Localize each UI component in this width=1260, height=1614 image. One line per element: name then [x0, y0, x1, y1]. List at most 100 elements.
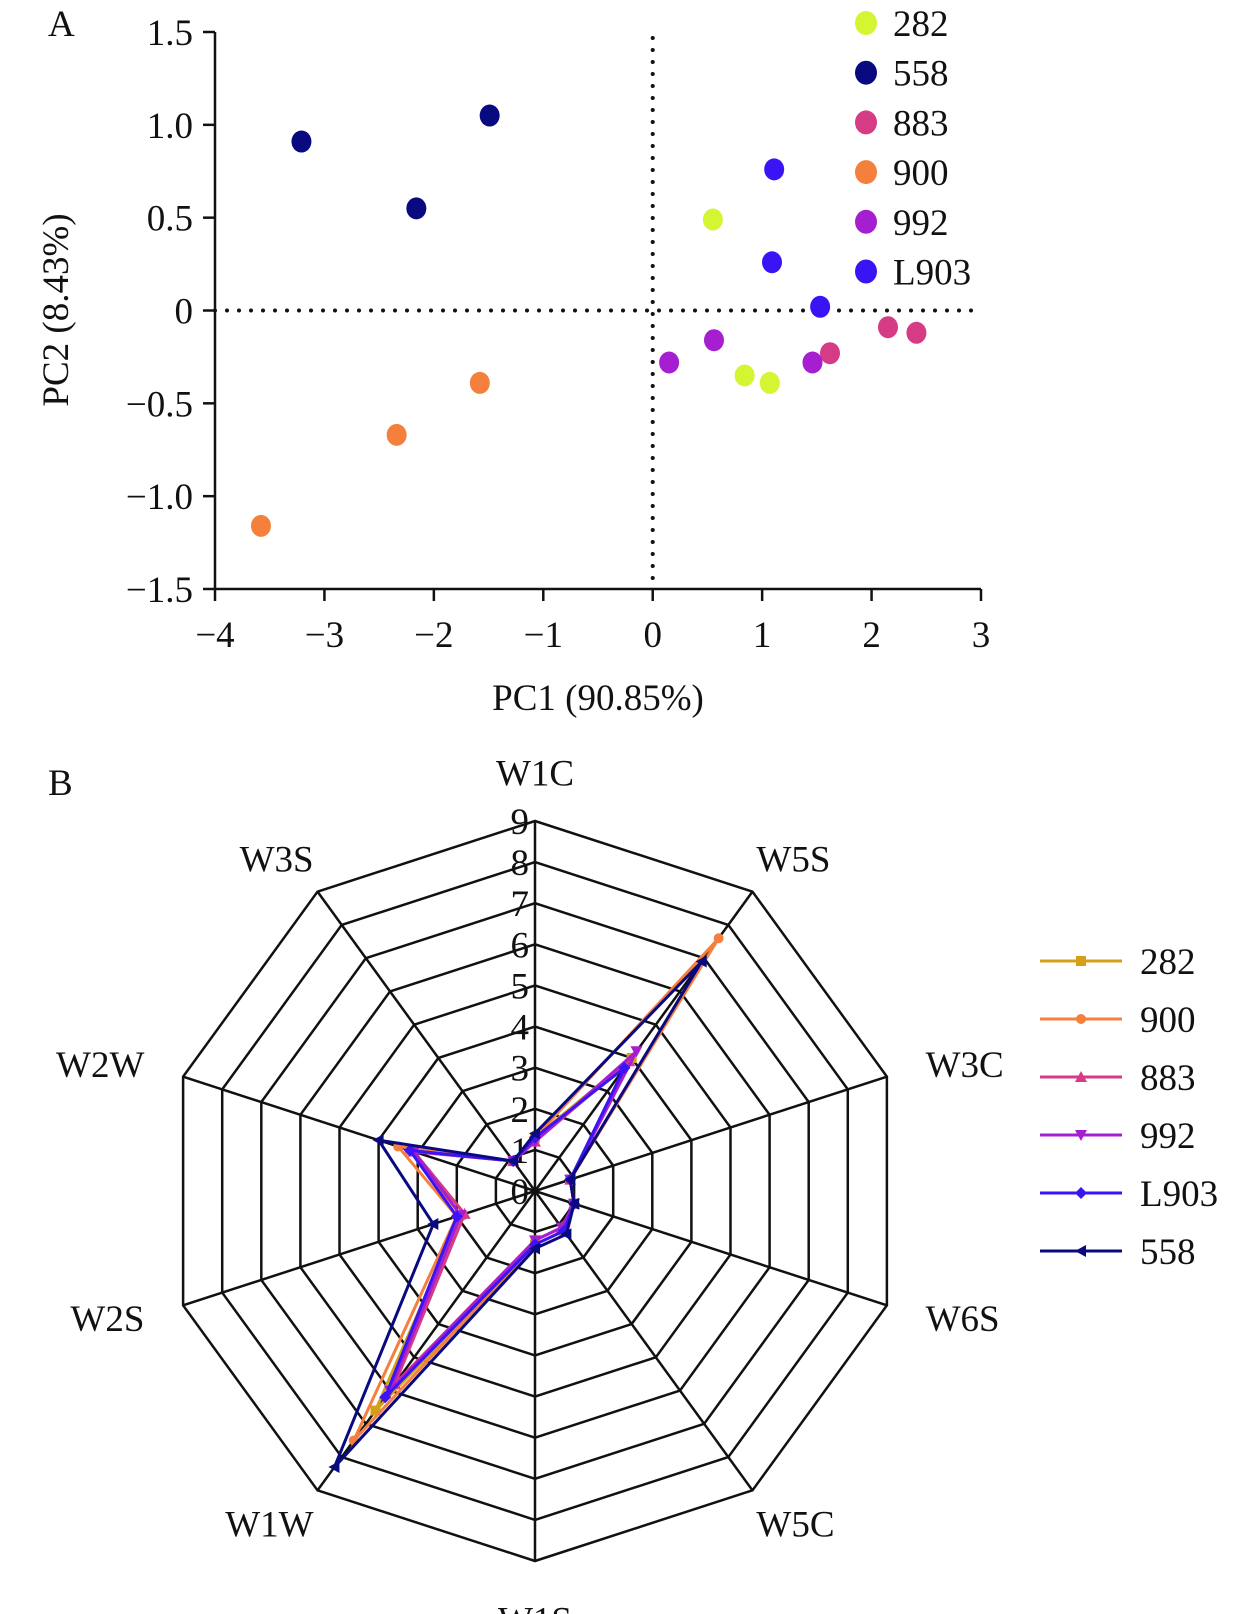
x-tick-label: −2: [414, 615, 453, 656]
legend-marker-900: [855, 160, 877, 185]
data-point-558: [372, 1134, 384, 1147]
data-point-558: [529, 1127, 540, 1140]
point-900: [386, 423, 407, 446]
axis-label-W1C: W1C: [496, 753, 574, 794]
data-point-558: [568, 1197, 580, 1210]
data-point-L903: [379, 1391, 392, 1404]
point-992: [802, 351, 823, 374]
y-tick-label: 1.5: [147, 13, 193, 54]
legend-label-282: 282: [1140, 942, 1196, 983]
y-tick-label: 0.5: [147, 199, 193, 240]
legend-label-558: 558: [893, 54, 949, 95]
radial-tick-label: 5: [511, 966, 530, 1007]
point-282: [702, 208, 723, 231]
data-point-992: [630, 1046, 643, 1058]
x-axis-label: PC1 (90.85%): [492, 678, 704, 719]
x-tick-label: 1: [753, 615, 772, 656]
legend-marker-992: [855, 209, 877, 234]
series-558: [328, 955, 707, 1474]
legend-label-282: 282: [893, 4, 949, 45]
x-tick-label: 3: [972, 615, 991, 656]
point-558: [479, 104, 500, 127]
radial-tick-label: 8: [511, 843, 530, 884]
point-282: [759, 371, 780, 394]
radial-tick-label: 6: [511, 925, 530, 966]
axis-label-W1S: W1S: [498, 1601, 572, 1614]
spoke-W3S: [316, 890, 537, 1192]
legend-label-558: 558: [1140, 1232, 1196, 1273]
legend-label-883: 883: [893, 103, 949, 144]
legend-marker-992: [1075, 1130, 1087, 1141]
data-point-L903: [450, 1210, 463, 1223]
panel-label-b: B: [48, 763, 73, 804]
legend-label-992: 992: [893, 203, 949, 244]
data-point-558: [564, 1173, 576, 1186]
legend-marker-883: [1075, 1071, 1087, 1082]
data-point-558: [427, 1218, 439, 1231]
data-point-558: [695, 955, 707, 968]
radial-tick-label: 9: [511, 802, 530, 843]
legend-label-992: 992: [1140, 1116, 1196, 1157]
data-point-883: [623, 1055, 636, 1067]
x-tick-label: 2: [862, 615, 881, 656]
legend-label-L903: L903: [1140, 1174, 1218, 1215]
legend-marker-L903: [855, 259, 877, 284]
axis-label-W1W: W1W: [225, 1504, 313, 1545]
radial-tick-label: 0: [511, 1172, 530, 1213]
y-tick-label: −1.5: [126, 570, 193, 611]
legend-label-L903: L903: [893, 253, 971, 294]
legend-marker-883: [855, 110, 877, 135]
axis-label-W3C: W3C: [926, 1045, 1004, 1086]
legend-marker-558: [855, 60, 877, 85]
radial-tick-label: 7: [511, 884, 530, 925]
y-tick-label: 1.0: [147, 106, 193, 147]
y-tick-label: 0: [175, 292, 194, 333]
point-992: [659, 351, 680, 374]
point-883: [877, 316, 898, 339]
x-tick-label: 0: [643, 615, 662, 656]
point-900: [469, 371, 490, 394]
spoke-W6S: [534, 1189, 888, 1307]
point-282: [734, 364, 755, 387]
legend-marker-L903: [1075, 1187, 1087, 1199]
x-tick-label: −1: [524, 615, 563, 656]
spoke-W2W: [182, 1075, 536, 1193]
data-point-900: [713, 933, 724, 944]
data-point-558: [328, 1461, 340, 1474]
y-tick-label: −1.0: [126, 477, 193, 518]
spoke-W2S: [182, 1189, 536, 1307]
legend-marker-900: [1076, 1014, 1086, 1024]
x-tick-label: −3: [305, 615, 344, 656]
axis-label-W2W: W2W: [56, 1045, 144, 1086]
point-558: [406, 197, 427, 220]
data-point-282: [370, 1405, 381, 1416]
spoke-W5C: [533, 1190, 754, 1492]
data-point-558: [507, 1155, 519, 1168]
legend-marker-282: [1076, 956, 1086, 966]
point-900: [250, 514, 271, 537]
legend-marker-282: [855, 11, 877, 35]
y-axis-label: PC2 (8.43%): [36, 213, 77, 406]
radial-tick-label: 4: [511, 1008, 530, 1049]
y-tick-label: −0.5: [126, 384, 193, 425]
x-tick-label: −4: [195, 615, 234, 656]
point-L903: [764, 158, 785, 181]
axis-label-W5C: W5C: [756, 1504, 834, 1545]
radar-chart: W1CW5SW3CW6SW5CW1SW1WW2SW2WW3S0123456789…: [56, 753, 1218, 1614]
data-point-558: [560, 1228, 572, 1241]
data-point-L903: [618, 1061, 631, 1074]
point-L903: [810, 295, 831, 318]
spoke-W1W: [316, 1190, 537, 1492]
panel-label-a: A: [48, 4, 75, 45]
point-L903: [761, 251, 782, 274]
axis-label-W3S: W3S: [240, 840, 314, 881]
legend-label-883: 883: [1140, 1058, 1196, 1099]
axis-label-W5S: W5S: [756, 840, 830, 881]
legend-label-900: 900: [1140, 1000, 1196, 1041]
point-883: [906, 321, 927, 344]
point-992: [703, 329, 724, 352]
axis-label-W2S: W2S: [70, 1299, 144, 1340]
data-point-L903: [403, 1144, 416, 1157]
scatter-plot: −4 −3 −2 −1 0 1 2 3 1.5 1.0 0.5 0 −0.5 −1.0 −1.5 282 558…: [126, 4, 990, 656]
legend-marker-558: [1075, 1245, 1086, 1257]
